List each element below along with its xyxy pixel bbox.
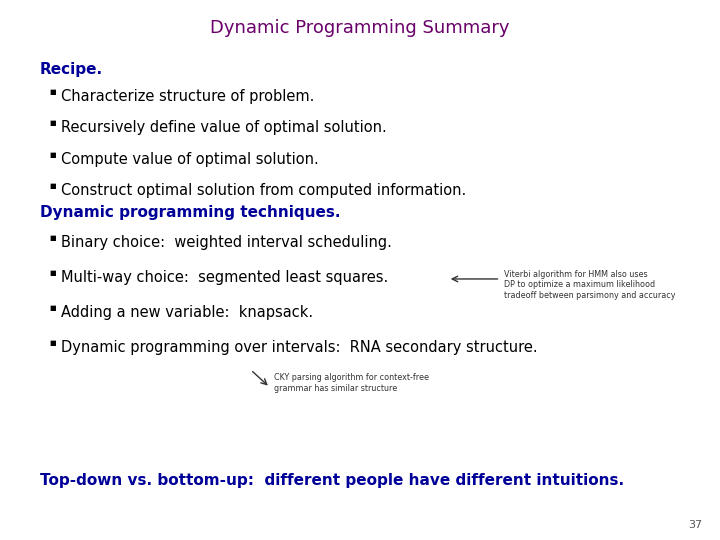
Text: ■: ■ xyxy=(49,340,55,346)
Text: ■: ■ xyxy=(49,183,55,189)
Text: Compute value of optimal solution.: Compute value of optimal solution. xyxy=(61,152,319,167)
Text: CKY parsing algorithm for context-free
grammar has similar structure: CKY parsing algorithm for context-free g… xyxy=(274,374,428,393)
Text: Dynamic Programming Summary: Dynamic Programming Summary xyxy=(210,19,510,37)
Text: Recipe.: Recipe. xyxy=(40,62,103,77)
Text: ■: ■ xyxy=(49,235,55,241)
Text: Dynamic programming techniques.: Dynamic programming techniques. xyxy=(40,205,340,220)
Text: 37: 37 xyxy=(688,520,702,530)
Text: ■: ■ xyxy=(49,152,55,158)
Text: Construct optimal solution from computed information.: Construct optimal solution from computed… xyxy=(61,183,467,198)
Text: Multi-way choice:  segmented least squares.: Multi-way choice: segmented least square… xyxy=(61,270,389,285)
Text: Binary choice:  weighted interval scheduling.: Binary choice: weighted interval schedul… xyxy=(61,235,392,249)
Text: Adding a new variable:  knapsack.: Adding a new variable: knapsack. xyxy=(61,305,313,320)
Text: Characterize structure of problem.: Characterize structure of problem. xyxy=(61,89,315,104)
Text: Dynamic programming over intervals:  RNA secondary structure.: Dynamic programming over intervals: RNA … xyxy=(61,340,538,355)
Text: ■: ■ xyxy=(49,305,55,311)
Text: Recursively define value of optimal solution.: Recursively define value of optimal solu… xyxy=(61,120,387,136)
Text: ■: ■ xyxy=(49,270,55,276)
Text: ■: ■ xyxy=(49,89,55,95)
Text: Top-down vs. bottom-up:  different people have different intuitions.: Top-down vs. bottom-up: different people… xyxy=(40,472,624,488)
Text: ■: ■ xyxy=(49,120,55,126)
Text: Viterbi algorithm for HMM also uses
DP to optimize a maximum likelihood
tradeoff: Viterbi algorithm for HMM also uses DP t… xyxy=(504,270,675,300)
